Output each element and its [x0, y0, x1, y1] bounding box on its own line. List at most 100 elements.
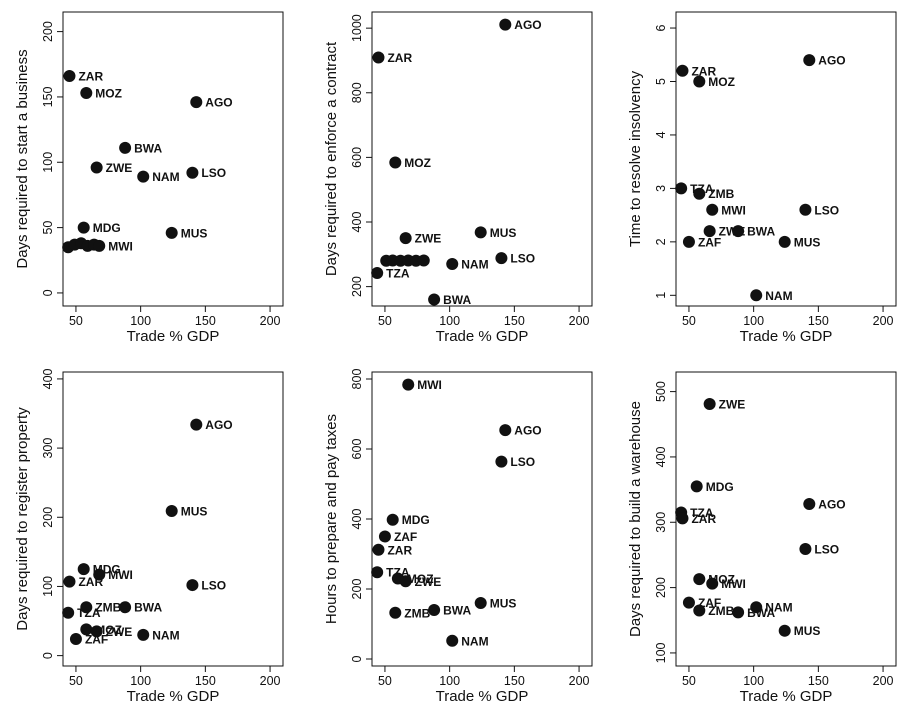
- data-point: [495, 455, 508, 468]
- x-tick-label: 200: [569, 314, 590, 328]
- point-label: MDG: [706, 480, 734, 494]
- x-tick-label: 100: [439, 674, 460, 688]
- point-label: AGO: [205, 96, 232, 110]
- y-axis-title: Time to resolve insolvency: [627, 70, 644, 247]
- data-point: [80, 601, 93, 614]
- data-point: [499, 18, 512, 31]
- point-label: ZWE: [415, 232, 442, 246]
- point-label: MUS: [490, 597, 517, 611]
- point-label: MDG: [402, 513, 430, 527]
- plot-frame: [675, 371, 897, 667]
- data-point: [778, 235, 791, 248]
- data-point: [119, 601, 132, 614]
- point-label: NAM: [765, 601, 792, 615]
- x-tick-label: 100: [130, 314, 151, 328]
- point-label: BWA: [747, 225, 775, 239]
- x-axis-title: Trade % GDP: [127, 688, 220, 702]
- x-tick-label: 200: [873, 674, 894, 688]
- data-point: [399, 575, 412, 588]
- data-point: [732, 606, 745, 619]
- y-axis-title: Hours to prepare and pay taxes: [323, 414, 340, 624]
- data-point: [63, 70, 76, 83]
- x-tick-label: 100: [743, 314, 764, 328]
- point-label: LSO: [510, 455, 535, 469]
- y-tick-label: 400: [350, 212, 364, 233]
- y-tick-label: 1000: [350, 14, 364, 42]
- point-label: AGO: [205, 418, 232, 432]
- data-point: [389, 156, 402, 169]
- point-label: ZAR: [78, 70, 103, 84]
- data-point: [693, 75, 706, 88]
- data-point: [378, 530, 391, 543]
- point-label: MUS: [490, 226, 517, 240]
- point-label: MWI: [108, 239, 133, 253]
- x-tick-label: 150: [195, 314, 216, 328]
- data-point: [799, 543, 812, 556]
- point-label: LSO: [201, 579, 226, 593]
- data-point: [693, 604, 706, 617]
- point-label: MUS: [181, 226, 208, 240]
- point-label: ZAR: [691, 512, 716, 526]
- point-label: LSO: [201, 166, 226, 180]
- point-label: MOZ: [404, 156, 431, 170]
- y-tick-label: 50: [41, 221, 55, 235]
- y-tick-label: 6: [654, 25, 668, 32]
- data-point: [119, 141, 132, 154]
- y-tick-label: 600: [350, 439, 364, 460]
- data-point: [93, 239, 106, 252]
- y-tick-label: 600: [350, 147, 364, 168]
- x-tick-label: 50: [69, 314, 83, 328]
- point-label: ZMB: [708, 604, 734, 618]
- data-point: [750, 289, 763, 302]
- y-tick-label: 400: [654, 446, 668, 467]
- point-label: LSO: [814, 543, 839, 557]
- y-tick-label: 800: [350, 82, 364, 103]
- data-point: [703, 225, 716, 238]
- x-tick-label: 200: [569, 674, 590, 688]
- y-tick-label: 100: [41, 152, 55, 173]
- point-label: ZAR: [691, 64, 716, 78]
- x-axis-title: Trade % GDP: [436, 328, 529, 345]
- x-tick-label: 50: [378, 674, 392, 688]
- point-label: ZMB: [708, 187, 734, 201]
- data-point: [90, 161, 103, 174]
- x-axis-title: Trade % GDP: [740, 688, 833, 702]
- point-label: NAM: [461, 258, 488, 272]
- point-label: LSO: [510, 252, 535, 266]
- plot-frame: [62, 11, 284, 307]
- data-point: [703, 398, 716, 411]
- data-point: [186, 166, 199, 179]
- data-point: [371, 566, 384, 579]
- point-label: LSO: [814, 203, 839, 217]
- chart-panel-3: 50 100 150 200 1 2 3 4 5 6 Trade % GDP Time to reso…: [627, 11, 897, 345]
- y-tick-label: 200: [41, 21, 55, 42]
- x-tick-label: 150: [195, 674, 216, 688]
- point-label: TZA: [690, 506, 714, 520]
- x-tick-label: 150: [504, 674, 525, 688]
- point-label: AGO: [514, 18, 541, 32]
- x-tick-label: 200: [260, 674, 281, 688]
- point-label: AGO: [818, 497, 845, 511]
- data-point: [190, 418, 203, 431]
- data-point: [446, 634, 459, 647]
- point-label: NAM: [461, 634, 488, 648]
- x-tick-label: 150: [808, 674, 829, 688]
- point-label: MUS: [181, 505, 208, 519]
- point-label: ZAR: [78, 575, 103, 589]
- data-point: [706, 577, 719, 590]
- data-point: [165, 505, 178, 518]
- point-label: ZAF: [85, 633, 108, 647]
- y-tick-label: 300: [654, 512, 668, 533]
- point-label: ZWE: [106, 625, 133, 639]
- x-tick-label: 150: [504, 314, 525, 328]
- chart-panel-5: 50 100 150 200 0 200 400 600 800 Trade % GDP Hours…: [323, 369, 593, 702]
- y-axis-title: Days required to enforce a contract: [323, 41, 340, 276]
- plot-frame: [62, 371, 284, 667]
- x-axis-title: Trade % GDP: [740, 328, 833, 345]
- data-point: [499, 424, 512, 437]
- x-tick-label: 50: [682, 314, 696, 328]
- point-label: BWA: [443, 604, 471, 618]
- data-point: [693, 573, 706, 586]
- data-point: [474, 597, 487, 609]
- y-tick-label: 400: [41, 368, 55, 389]
